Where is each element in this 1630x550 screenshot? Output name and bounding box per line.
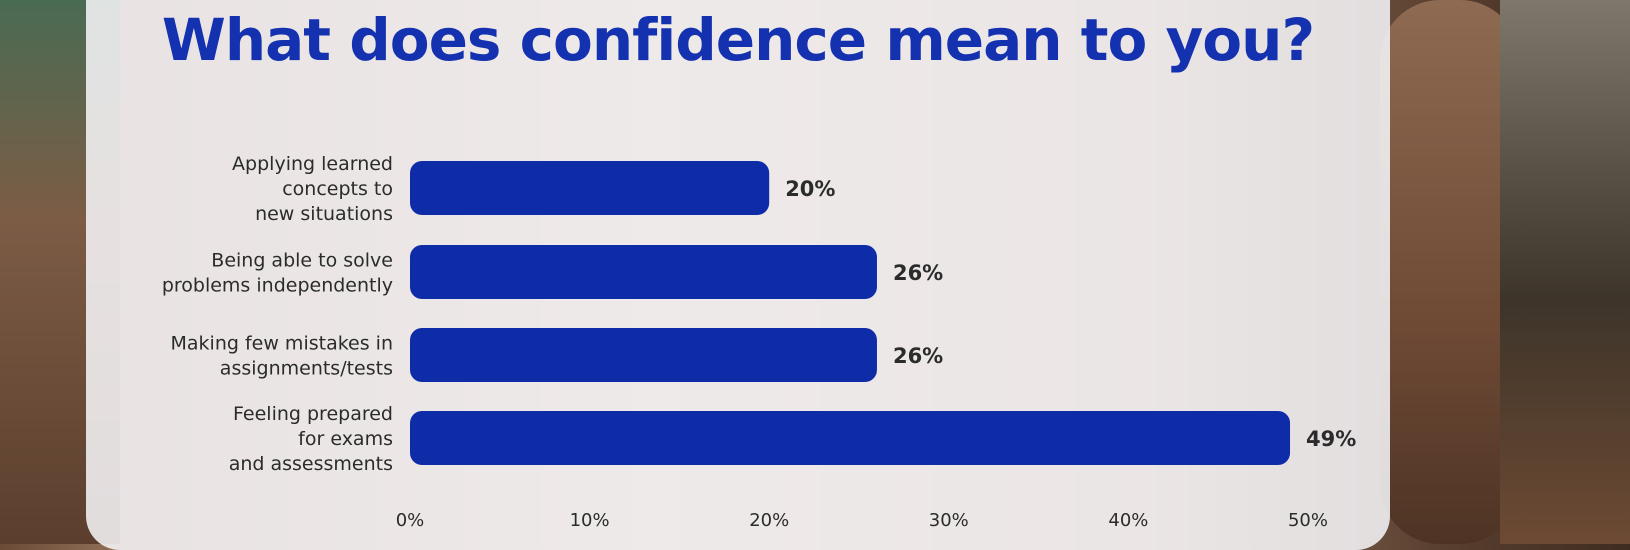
bar-2 <box>410 245 877 299</box>
x-tick-label-2: 10% <box>570 510 610 531</box>
bar-4 <box>410 411 1291 465</box>
category-label-4-line-2: for exams <box>298 428 393 450</box>
category-label-1-line-1: Applying learned <box>232 153 393 175</box>
bar-value-label-1: 20% <box>785 177 835 201</box>
x-tick-label-1: 0% <box>396 510 425 531</box>
bar-value-label-4: 49% <box>1306 427 1356 451</box>
category-label-1-line-3: new situations <box>255 203 393 225</box>
x-tick-label-6: 50% <box>1288 510 1328 531</box>
category-label-4-line-1: Feeling prepared <box>233 403 393 425</box>
category-label-1-line-2: concepts to <box>282 178 393 200</box>
bar-1 <box>410 161 770 215</box>
chart-title: What does confidence mean to you? <box>161 6 1315 74</box>
category-label-3-line-1: Making few mistakes in <box>171 333 393 355</box>
background-photo-right <box>1500 0 1630 544</box>
bar-3 <box>410 328 877 382</box>
background-photo-arm <box>1380 0 1520 544</box>
x-tick-label-4: 30% <box>929 510 969 531</box>
bar-value-label-3: 26% <box>893 344 943 368</box>
x-tick-label-3: 20% <box>749 510 789 531</box>
category-label-3-line-2: assignments/tests <box>220 358 393 380</box>
x-tick-label-5: 40% <box>1108 510 1148 531</box>
category-label-2-line-2: problems independently <box>162 275 393 297</box>
category-label-4-line-3: and assessments <box>229 453 393 475</box>
category-label-2-line-1: Being able to solve <box>211 250 393 272</box>
bar-value-label-2: 26% <box>893 261 943 285</box>
